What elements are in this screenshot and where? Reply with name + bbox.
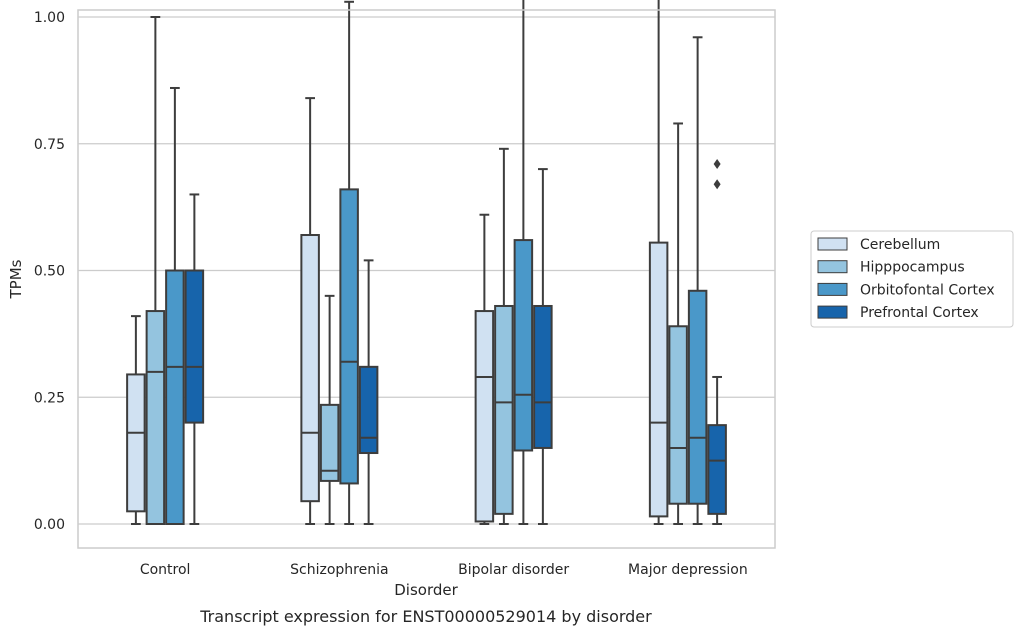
y-axis-ticks: 0.000.250.500.751.001.251.501.752.00 <box>34 10 65 533</box>
box-rect <box>165 269 185 525</box>
legend-label: Cerebellum <box>860 237 940 253</box>
box-rect <box>145 310 166 525</box>
box-rect <box>648 241 669 518</box>
x-tick-label: Major depression <box>628 562 748 578</box>
box-rect <box>707 424 727 515</box>
box-0-2 <box>165 86 185 525</box>
box-0-1 <box>145 16 166 525</box>
box-3-2 <box>687 36 708 525</box>
box-2-3 <box>533 168 553 525</box>
y-tick-label: 0.50 <box>34 264 65 280</box>
box-1-2 <box>339 0 359 525</box>
legend-label: Orbitofontal Cortex <box>860 282 995 298</box>
box-rect <box>513 239 534 452</box>
plot-area-frame <box>77 9 776 549</box>
box-series <box>126 0 727 525</box>
box-3-0 <box>648 0 669 525</box>
legend: Cerebellum Hipppocampus Orbitofontal Corte… <box>810 230 1014 328</box>
box-rect <box>494 304 514 515</box>
legend-frame <box>810 230 1014 328</box>
x-tick-label: Bipolar disorder <box>458 562 569 578</box>
legend-swatch <box>817 305 848 319</box>
y-axis-title: TPMs <box>7 259 25 299</box>
box-rect <box>668 325 688 505</box>
x-tick-label: Schizophrenia <box>290 562 388 578</box>
y-tick-label: 0.25 <box>34 390 65 406</box>
legend-label: Hipppocampus <box>860 260 965 276</box>
box-rect <box>474 310 495 523</box>
box-1-0 <box>300 97 320 525</box>
x-axis-title: Disorder <box>394 581 458 599</box>
box-rect <box>126 373 146 513</box>
outlier-point <box>713 179 721 190</box>
legend-items: Cerebellum Hipppocampus Orbitofontal Corte… <box>817 237 995 321</box>
outlier-point <box>713 159 721 170</box>
box-rect <box>300 234 320 503</box>
box-0-3 <box>184 193 205 525</box>
box-rect <box>339 188 359 485</box>
box-2-2 <box>513 0 534 525</box>
x-tick-label: Control <box>140 562 191 578</box>
legend-swatch <box>817 282 848 296</box>
y-tick-label: 1.00 <box>34 10 65 26</box>
box-rect <box>358 365 379 455</box>
box-rect <box>533 304 553 449</box>
chart-caption: Transcript expression for ENST0000052901… <box>199 607 652 626</box>
box-2-0 <box>474 213 495 525</box>
box-1-3 <box>358 259 379 525</box>
legend-label: Prefrontal Cortex <box>860 305 979 321</box>
legend-swatch <box>817 260 848 274</box>
y-tick-label: 0.00 <box>34 517 65 533</box>
box-rect <box>184 269 205 424</box>
box-3-3 <box>707 159 727 525</box>
x-axis-ticks: Control Schizophrenia Bipolar disorder Majo… <box>140 562 748 578</box>
box-0-0 <box>126 315 146 525</box>
box-rect <box>319 403 340 482</box>
box-1-1 <box>319 294 340 525</box>
box-2-1 <box>494 147 514 525</box>
y-tick-label: 0.75 <box>34 137 65 153</box>
box-3-1 <box>668 122 688 525</box>
box-rect <box>687 289 708 505</box>
legend-swatch <box>817 237 848 251</box>
